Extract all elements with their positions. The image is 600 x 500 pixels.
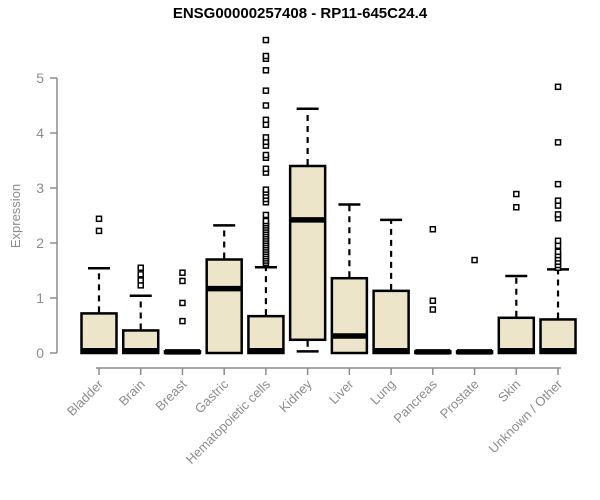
y-axis: 0 1 2 3 4 5 bbox=[36, 70, 58, 361]
outlier-point bbox=[262, 134, 270, 141]
outlier-point bbox=[471, 256, 478, 264]
outlier-point bbox=[262, 211, 270, 219]
outlier-point bbox=[554, 139, 562, 146]
outlier-point bbox=[262, 102, 270, 109]
box-rect bbox=[372, 289, 410, 355]
box-rect bbox=[205, 258, 243, 355]
boxplot-lung bbox=[372, 218, 410, 355]
x-category-label: Brain bbox=[116, 377, 148, 409]
outlier-point bbox=[179, 299, 186, 307]
outlier-point bbox=[179, 317, 186, 325]
y-axis-title: Expression bbox=[8, 183, 23, 249]
x-category-label: Prostate bbox=[437, 377, 482, 422]
y-tick-label: 5 bbox=[36, 70, 44, 86]
x-category-label: Skin bbox=[495, 377, 523, 405]
x-category-label: Unknown / Other bbox=[486, 376, 566, 456]
outlier-point bbox=[554, 180, 562, 188]
boxplot-brain bbox=[121, 264, 160, 355]
outlier-point bbox=[262, 87, 270, 94]
outlier-point bbox=[95, 227, 103, 235]
outlier-point bbox=[513, 204, 520, 211]
outlier-point bbox=[137, 277, 144, 284]
boxplot-skin bbox=[497, 190, 536, 355]
outlier-point bbox=[513, 190, 520, 198]
boxplot-liver bbox=[330, 203, 369, 355]
outlier-point bbox=[262, 217, 270, 225]
outlier-point bbox=[554, 248, 562, 256]
outlier-point bbox=[137, 271, 144, 278]
outlier-point bbox=[554, 211, 562, 218]
outlier-point bbox=[262, 186, 270, 193]
x-category-label: Pancreas bbox=[391, 376, 441, 426]
x-category-label: Liver bbox=[326, 376, 357, 407]
x-category-label: Gastric bbox=[192, 376, 232, 416]
outlier-point bbox=[429, 226, 437, 233]
outlier-point bbox=[262, 52, 270, 60]
y-tick-label: 1 bbox=[36, 290, 44, 306]
y-tick-label: 0 bbox=[36, 345, 44, 361]
box-rect bbox=[497, 316, 536, 355]
outlier-point bbox=[179, 269, 186, 276]
box-rect bbox=[288, 164, 327, 342]
outlier-point bbox=[429, 297, 437, 304]
outlier-point bbox=[554, 197, 562, 204]
outlier-point bbox=[554, 237, 562, 245]
outlier-point bbox=[554, 83, 562, 91]
boxplot-gastric bbox=[205, 224, 243, 355]
outlier-point bbox=[179, 277, 186, 285]
boxplot-prostate bbox=[455, 256, 494, 355]
outlier-point bbox=[429, 306, 437, 313]
y-tick-label: 4 bbox=[36, 125, 44, 141]
boxplot-pancreas bbox=[414, 226, 452, 355]
y-tick-label: 3 bbox=[36, 180, 44, 196]
x-category-label: Lung bbox=[367, 377, 398, 408]
boxplot-kidney bbox=[288, 107, 327, 353]
chart-title: ENSG00000257408 - RP11-645C24.4 bbox=[172, 5, 428, 22]
boxplot-unknown-other bbox=[539, 83, 577, 355]
boxplot-breast bbox=[163, 269, 202, 355]
x-category-label: Kidney bbox=[276, 376, 315, 415]
y-tick-label: 2 bbox=[36, 235, 44, 251]
box-rect bbox=[80, 312, 118, 355]
x-category-label: Breast bbox=[152, 376, 189, 413]
outlier-point bbox=[262, 165, 270, 172]
x-category-label: Bladder bbox=[64, 376, 107, 419]
box-rect bbox=[539, 318, 577, 355]
boxplot-hematopoietic-cells bbox=[247, 36, 285, 355]
box-rect bbox=[330, 276, 369, 355]
outlier-point bbox=[262, 151, 270, 159]
outlier-point bbox=[137, 264, 144, 271]
outlier-point bbox=[262, 67, 270, 74]
box-rect bbox=[247, 314, 285, 355]
outlier-point bbox=[262, 116, 270, 124]
boxplot-bladder bbox=[80, 215, 118, 355]
outlier-point bbox=[95, 215, 103, 223]
outlier-point bbox=[262, 36, 270, 44]
